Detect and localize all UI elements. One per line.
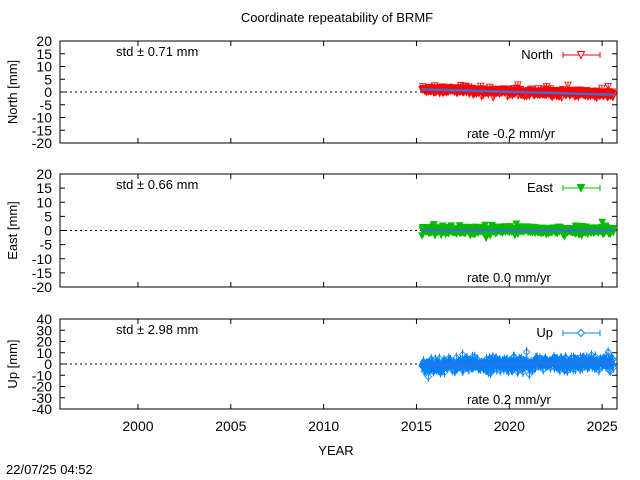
- data-point: [440, 368, 449, 377]
- y-tick-label: -20: [32, 279, 52, 295]
- y-tick-label: 0: [44, 356, 52, 372]
- legend: North: [521, 47, 601, 62]
- y-tick-label: -40: [32, 401, 52, 417]
- data-point: [604, 82, 612, 91]
- y-tick-label: 15: [36, 180, 52, 196]
- y-tick-label: -5: [40, 97, 53, 113]
- y-tick-label: 40: [36, 311, 52, 327]
- y-tick-label: 0: [44, 223, 52, 239]
- rate-annotation: rate -0.2 mm/yr: [467, 126, 556, 141]
- data-point: [608, 361, 617, 370]
- data-point: [598, 84, 606, 93]
- timestamp: 22/07/25 04:52: [6, 462, 93, 477]
- y-tick-label: -20: [32, 135, 52, 151]
- legend: Up: [536, 325, 601, 340]
- data-point: [604, 348, 612, 356]
- y-tick-label: -10: [32, 251, 52, 267]
- legend-label: North: [521, 47, 553, 62]
- chart-title: Coordinate repeatability of BRMF: [241, 10, 433, 25]
- std-annotation: std ± 0.71 mm: [116, 44, 198, 59]
- y-tick-label: 5: [44, 208, 52, 224]
- y-tick-label: 30: [36, 322, 52, 338]
- rate-annotation: rate 0.0 mm/yr: [467, 270, 551, 285]
- y-tick-label: 20: [36, 334, 52, 350]
- std-annotation: std ± 2.98 mm: [116, 322, 198, 337]
- data-point: [496, 366, 504, 375]
- y-tick-label: -5: [40, 237, 53, 253]
- trend-line: [422, 88, 614, 96]
- legend-marker: [576, 184, 586, 193]
- y-tick-label: 10: [36, 345, 52, 361]
- data-point: [609, 224, 617, 233]
- y-tick-label: -15: [32, 122, 52, 138]
- data-point: [525, 370, 534, 379]
- y-axis-label: North [mm]: [5, 60, 20, 124]
- data-point: [519, 368, 527, 376]
- y-tick-label: 10: [36, 194, 52, 210]
- legend-marker: [576, 328, 586, 338]
- y-axis-label: Up [mm]: [5, 339, 20, 388]
- legend: East: [527, 180, 601, 195]
- data-point: [481, 221, 489, 230]
- x-tick-label: 2005: [215, 418, 246, 434]
- y-tick-label: -10: [32, 367, 52, 383]
- y-tick-label: -20: [32, 379, 52, 395]
- data-point: [424, 373, 433, 381]
- y-tick-label: 15: [36, 46, 52, 62]
- x-tick-label: 2015: [401, 418, 432, 434]
- y-tick-label: -15: [32, 265, 52, 281]
- x-tick-label: 2020: [494, 418, 525, 434]
- y-tick-label: 5: [44, 71, 52, 87]
- y-tick-label: 10: [36, 59, 52, 75]
- x-tick-label: 2025: [587, 418, 618, 434]
- legend-marker: [576, 51, 586, 60]
- data-point: [458, 350, 467, 359]
- data-point: [564, 81, 572, 90]
- x-tick-label: 2000: [122, 418, 153, 434]
- y-tick-label: -30: [32, 390, 52, 406]
- rate-annotation: rate 0.2 mm/yr: [467, 392, 551, 407]
- std-annotation: std ± 0.66 mm: [116, 177, 198, 192]
- x-tick-label: 2010: [308, 418, 339, 434]
- data-point: [514, 81, 522, 90]
- y-axis-label: East [mm]: [5, 201, 20, 260]
- legend-label: Up: [536, 325, 553, 340]
- y-tick-label: 20: [36, 166, 52, 182]
- trend-line: [422, 361, 614, 367]
- data-point: [598, 218, 607, 227]
- y-tick-label: -10: [32, 110, 52, 126]
- data-point: [522, 348, 531, 356]
- y-tick-label: 0: [44, 84, 52, 100]
- legend-label: East: [527, 180, 553, 195]
- y-tick-label: 20: [36, 33, 52, 49]
- data-point: [609, 363, 618, 372]
- x-axis-label: YEAR: [318, 443, 353, 458]
- data-point: [435, 354, 444, 363]
